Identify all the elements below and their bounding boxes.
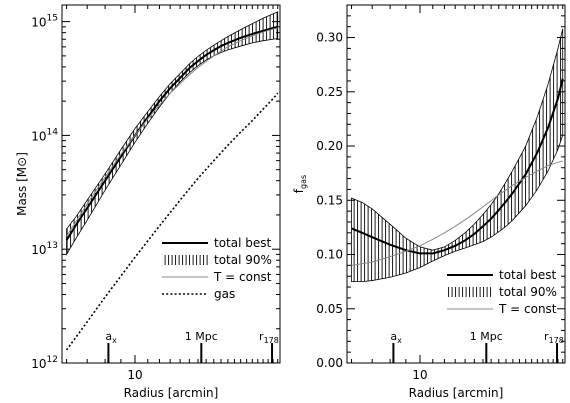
y-tick-label: 1012: [31, 355, 58, 371]
legend: total best total 90% T = const: [447, 268, 557, 316]
legend-label: total best: [499, 268, 557, 282]
legend-label: T = const: [498, 302, 557, 316]
y-tick-label: 0.25: [316, 85, 343, 99]
total-90-band: [66, 11, 279, 256]
mass-profile-panel: 10 1012 1013 1014 1015 ax 1 Mpc r178 Radius [arc…: [15, 4, 281, 400]
radius-marker-label: 1 Mpc: [185, 330, 218, 343]
y-tick-label: 0.00: [316, 356, 343, 370]
radius-marker-label: ax: [390, 330, 402, 345]
y-axis-label: Mass [M⊙]: [15, 152, 29, 216]
legend-label: T = const: [213, 270, 272, 284]
series-total-best: [65, 25, 278, 241]
y-tick-label: 0.30: [316, 31, 343, 45]
legend-swatch: [162, 255, 208, 265]
plot-frame: [61, 4, 281, 364]
legend-label: total best: [214, 236, 272, 250]
y-tick-label: 0.05: [316, 302, 343, 316]
radius-marker-label: 1 Mpc: [470, 330, 503, 343]
series-t-const: [66, 27, 278, 237]
legend-label: gas: [214, 287, 235, 301]
x-axis-label: Radius [arcmin]: [124, 386, 219, 400]
y-tick-label: 1013: [31, 241, 58, 257]
series-t-const: [351, 160, 563, 266]
legend-swatch: [447, 287, 493, 297]
radius-marker-label: ax: [105, 330, 117, 345]
plot-frame: [346, 4, 566, 364]
legend: total best total 90% T = const gas: [162, 236, 272, 301]
x-tick-label: 10: [412, 368, 427, 382]
legend-label: total 90%: [499, 285, 557, 299]
y-tick-label: 1014: [31, 127, 58, 143]
y-axis-label: fgas: [292, 175, 308, 193]
y-tick-label: 0.10: [316, 248, 343, 262]
radius-marker-label: r178: [259, 330, 279, 345]
series-total-best: [351, 78, 564, 255]
series-gas: [65, 92, 279, 351]
radius-marker-label: r178: [544, 330, 564, 345]
x-axis-label: Radius [arcmin]: [409, 386, 504, 400]
y-tick-label: 1015: [31, 14, 58, 30]
y-tick-label: 0.15: [316, 193, 343, 207]
legend-label: total 90%: [214, 253, 272, 267]
y-tick-label: 0.20: [316, 139, 343, 153]
gas-fraction-panel: 10 0.00 0.05 0.10 0.15 0.20 0.25 0.30 ax 1 Mpc r17…: [292, 4, 566, 400]
x-tick-label: 10: [127, 368, 142, 382]
